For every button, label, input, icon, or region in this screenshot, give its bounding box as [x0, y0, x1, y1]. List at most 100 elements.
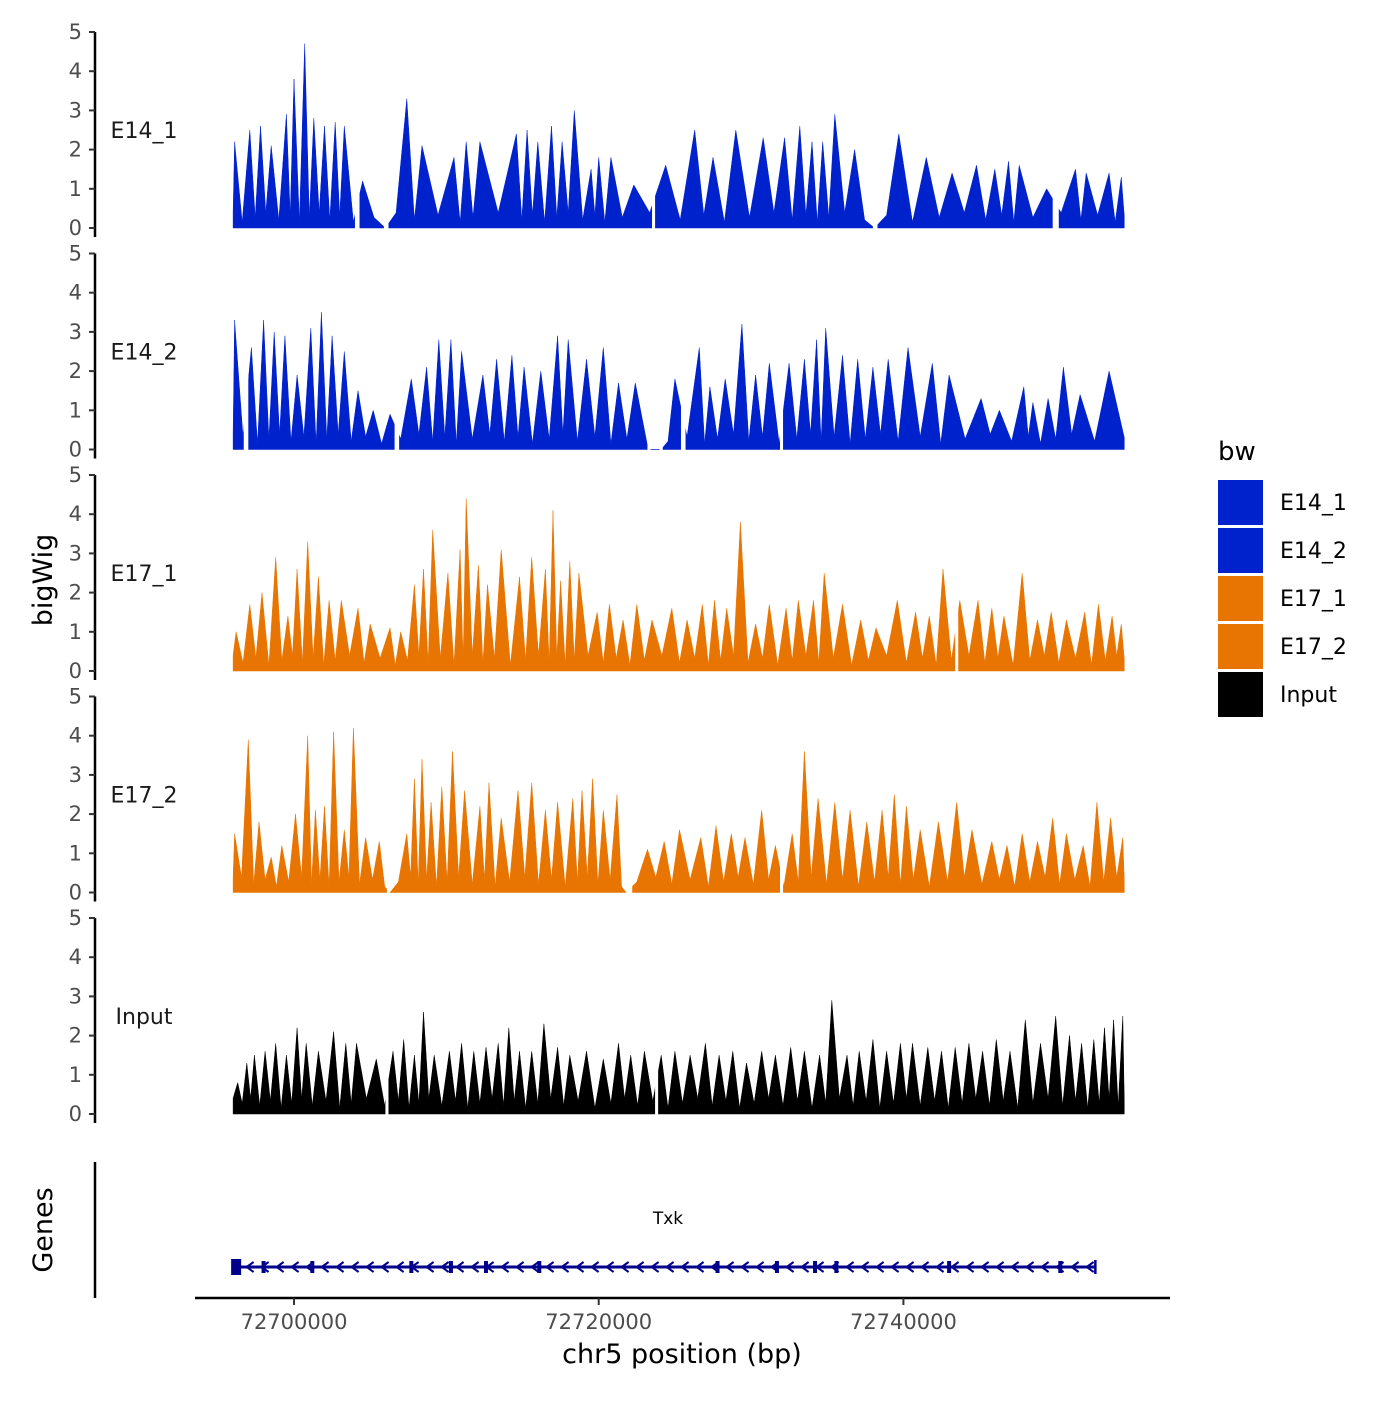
coverage-gap: [780, 696, 784, 894]
strand-arrow: [964, 1261, 975, 1273]
x-axis-ticks: 72700000 72720000 72740000: [241, 1298, 957, 1334]
strand-arrow: [1009, 1261, 1020, 1273]
coverage-gap: [872, 32, 878, 229]
gene-track: Genes Txk: [28, 1162, 1097, 1298]
strand-arrow: [784, 1261, 795, 1273]
coverage-area-E17_2: [232, 727, 1125, 893]
coverage-gap: [780, 253, 784, 451]
strand-arrow: [274, 1261, 285, 1273]
legend-items: E14_1 E14_2 E17_1 E17_2 Input: [1218, 480, 1347, 717]
track-label: E17_2: [111, 783, 178, 808]
strand-arrow: [379, 1261, 390, 1273]
strand-arrow: [649, 1261, 660, 1273]
coverage-gap: [383, 32, 389, 229]
gene-model-txk: [231, 1259, 1097, 1275]
coverage-gap: [647, 253, 651, 451]
y-tick-label: 4: [69, 59, 82, 83]
y-tick-label: 5: [69, 685, 82, 709]
strand-arrow: [1069, 1261, 1080, 1273]
y-tick-label: 2: [69, 581, 82, 605]
legend-title: bw: [1218, 437, 1256, 467]
strand-arrow: [724, 1261, 735, 1273]
strand-arrow: [319, 1261, 330, 1273]
coverage-gap: [386, 696, 390, 894]
x-axis-title: chr5 position (bp): [562, 1339, 802, 1370]
coverage-gap: [1052, 32, 1059, 229]
strand-arrow: [919, 1261, 930, 1273]
y-tick-label: 0: [69, 659, 82, 683]
exon: [261, 1261, 266, 1273]
y-tick-label: 0: [69, 216, 82, 240]
strand-arrow: [574, 1261, 585, 1273]
y-tick-label: 3: [69, 984, 82, 1008]
legend-swatch-E14_1: [1218, 480, 1263, 525]
strand-arrow: [694, 1261, 705, 1273]
y-tick-label: 5: [69, 463, 82, 487]
coverage-tracks: 0 1 2 3 4 5 E14_1 0 1 2 3 4 5 E14_2 0 1 2 3 4 5 E17_1 0 1 2 3 4 5 E…: [69, 20, 1125, 1126]
exon: [310, 1261, 315, 1273]
coverage-area-E14_1: [232, 43, 1125, 229]
strand-arrow: [1039, 1261, 1050, 1273]
exon: [947, 1261, 952, 1273]
gene-name-label: Txk: [652, 1209, 683, 1229]
strand-arrow: [979, 1261, 990, 1273]
strand-arrow: [949, 1261, 960, 1273]
track-E14_2: 0 1 2 3 4 5 E14_2: [69, 242, 1125, 462]
y-tick-label: 1: [69, 398, 82, 422]
strand-arrow: [439, 1261, 450, 1273]
y-tick-label: 0: [69, 438, 82, 462]
x-tick-label: 72720000: [545, 1310, 652, 1334]
strand-arrow: [289, 1261, 300, 1273]
strand-arrow: [394, 1261, 405, 1273]
strand-arrow: [604, 1261, 615, 1273]
strand-arrow: [859, 1261, 870, 1273]
coverage-gap: [655, 918, 659, 1115]
strand-arrow: [874, 1261, 885, 1273]
coverage-gap: [354, 32, 360, 229]
y-tick-label: 4: [69, 502, 82, 526]
y-tick-label: 0: [69, 881, 82, 905]
y-tick-label: 2: [69, 802, 82, 826]
track-E17_2: 0 1 2 3 4 5 E17_2: [69, 685, 1125, 905]
track-label: E14_2: [111, 340, 178, 365]
strand-arrow: [934, 1261, 945, 1273]
coverage-gap: [394, 253, 400, 451]
track-label: E17_1: [111, 562, 178, 587]
y-tick-label: 5: [69, 906, 82, 930]
track-label: E14_1: [111, 119, 178, 144]
y-tick-label: 1: [69, 620, 82, 644]
exon: [715, 1261, 720, 1273]
coverage-gap: [955, 475, 959, 672]
y-tick-label: 3: [69, 541, 82, 565]
exon: [774, 1261, 779, 1273]
coverage-area-E14_2: [232, 312, 1125, 450]
y-tick-label: 3: [69, 98, 82, 122]
y-axis-title: bigWig: [28, 534, 59, 627]
coverage-gap: [385, 918, 389, 1115]
exon: [813, 1261, 818, 1273]
coverage-gap: [659, 253, 663, 451]
strand-arrow: [514, 1261, 525, 1273]
x-tick-label: 72740000: [850, 1310, 957, 1334]
strand-arrow: [889, 1261, 900, 1273]
y-tick-label: 3: [69, 763, 82, 787]
legend-label-E14_2: E14_2: [1280, 539, 1347, 564]
strand-arrow: [664, 1261, 675, 1273]
strand-arrow: [244, 1261, 255, 1273]
coverage-gap: [243, 253, 249, 451]
x-tick-label: 72700000: [241, 1310, 348, 1334]
y-tick-label: 4: [69, 724, 82, 748]
exon: [537, 1261, 542, 1273]
strand-arrow: [754, 1261, 765, 1273]
strand-arrow: [349, 1261, 360, 1273]
y-tick-label: 2: [69, 1024, 82, 1048]
y-tick-label: 4: [69, 281, 82, 305]
exon: [231, 1259, 242, 1275]
y-tick-label: 2: [69, 138, 82, 162]
strand-arrow: [619, 1261, 630, 1273]
legend: bw E14_1 E14_2 E17_1 E17_2 Input: [1218, 437, 1347, 717]
track-label: Input: [116, 1005, 173, 1030]
strand-arrow: [559, 1261, 570, 1273]
